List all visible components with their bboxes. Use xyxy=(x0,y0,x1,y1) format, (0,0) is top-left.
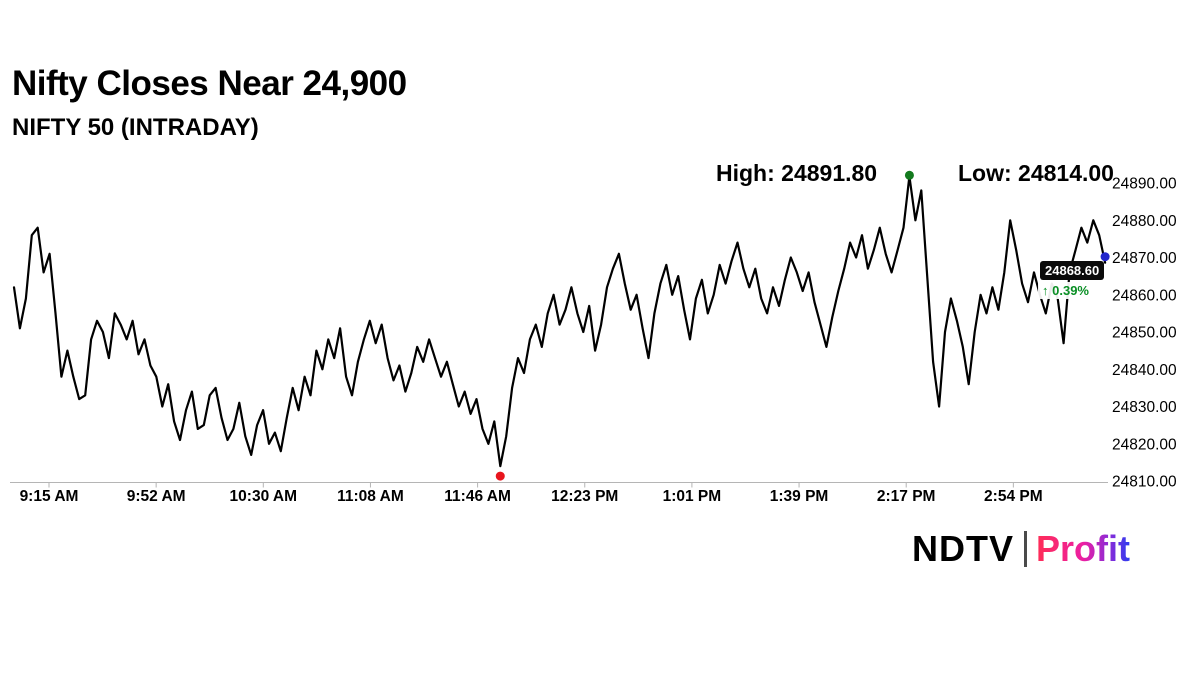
y-tick-label: 24830.00 xyxy=(1112,399,1177,416)
high-marker xyxy=(904,170,914,180)
change-percent: 0.39% xyxy=(1052,283,1089,298)
ndtv-profit-logo: NDTV Profit xyxy=(912,528,1130,570)
up-arrow-icon: ↑ xyxy=(1042,283,1049,298)
y-tick-label: 24840.00 xyxy=(1112,362,1177,379)
intraday-line-chart: 9:15 AM 9:52 AM 10:30 AM 11:08 AM 11:46 AM 12… xyxy=(10,170,1177,505)
x-tick-label: 11:46 AM xyxy=(444,488,511,505)
profit-wordmark: Profit xyxy=(1036,528,1130,569)
page-title: Nifty Closes Near 24,900 xyxy=(12,64,407,103)
logo-separator xyxy=(1024,531,1027,567)
x-tick-label: 2:17 PM xyxy=(877,488,936,505)
low-annotation: Low: 24814.00 xyxy=(958,160,1114,186)
x-tick-label: 1:39 PM xyxy=(770,488,829,505)
ndtv-wordmark: NDTV xyxy=(912,528,1014,569)
x-tick-label: 9:15 AM xyxy=(20,488,79,505)
x-tick-label: 1:01 PM xyxy=(663,488,722,505)
y-tick-label: 24870.00 xyxy=(1112,250,1177,267)
last-price-change: ↑ 0.39% xyxy=(1038,282,1093,299)
low-marker xyxy=(495,471,505,481)
x-tick-label: 12:23 PM xyxy=(551,488,618,505)
y-tick-label: 24890.00 xyxy=(1112,176,1177,193)
high-annotation: High: 24891.80 xyxy=(716,160,878,186)
x-tick-label: 9:52 AM xyxy=(127,488,186,505)
price-line xyxy=(12,175,1107,468)
x-tick-label: 11:08 AM xyxy=(337,488,404,505)
page-subtitle: NIFTY 50 (INTRADAY) xyxy=(12,114,259,141)
y-tick-label: 24820.00 xyxy=(1112,436,1177,453)
y-tick-label: 24810.00 xyxy=(1112,474,1177,491)
y-tick-label: 24860.00 xyxy=(1112,287,1177,304)
x-tick-label: 10:30 AM xyxy=(230,488,297,505)
y-tick-label: 24880.00 xyxy=(1112,213,1177,230)
y-tick-label: 24850.00 xyxy=(1112,325,1177,342)
last-price-badge: 24868.60 xyxy=(1040,261,1105,280)
last-marker xyxy=(1100,252,1110,262)
x-tick-label: 2:54 PM xyxy=(984,488,1043,505)
